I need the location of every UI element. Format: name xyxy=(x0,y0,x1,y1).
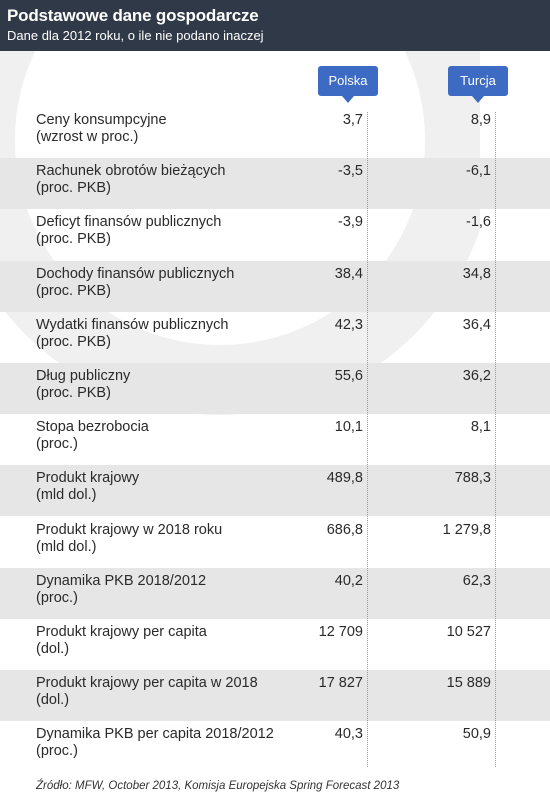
header-bar: Podstawowe dane gospodarcze Dane dla 201… xyxy=(0,0,550,51)
value-turcja: -1,6 xyxy=(466,214,491,230)
row-label-unit: (proc. PKB) xyxy=(36,385,111,401)
row-label-main: Dług publiczny xyxy=(36,368,131,384)
table-row: Dynamika PKB 2018/2012 (proc.) 40,2 62,3 xyxy=(0,568,550,619)
value-polska: -3,5 xyxy=(338,163,363,179)
table-row: Produkt krajowy w 2018 roku (mld dol.) 686… xyxy=(0,517,550,568)
value-polska: 55,6 xyxy=(334,368,363,384)
row-label: Deficyt finansów publicznych (proc. PKB) xyxy=(36,214,306,248)
value-turcja: 36,4 xyxy=(462,317,491,333)
row-label: Dochody finansów publicznych (proc. PKB) xyxy=(36,266,306,300)
table-row: Ceny konsumpcyjne (wzrost w proc.) 3,7 8,9 xyxy=(0,107,550,158)
row-label: Wydatki finansów publicznych (proc. PKB) xyxy=(36,317,306,351)
row-label-unit: (proc. PKB) xyxy=(36,334,111,350)
row-label-unit: (mld dol.) xyxy=(36,539,97,555)
source-note: Źródło: MFW, October 2013, Komisja Europ… xyxy=(36,780,400,792)
row-label: Produkt krajowy w 2018 roku (mld dol.) xyxy=(36,522,306,556)
row-label-main: Wydatki finansów publicznych xyxy=(36,317,229,333)
table-row: Produkt krajowy (mld dol.) 489,8 788,3 xyxy=(0,465,550,516)
row-label: Dynamika PKB per capita 2018/2012 (proc.) xyxy=(36,726,306,760)
row-label-unit: (dol.) xyxy=(36,641,70,657)
row-label-unit: (proc. PKB) xyxy=(36,283,111,299)
table-row: Produkt krajowy per capita (dol.) 12 709 10… xyxy=(0,619,550,670)
column-header-polska: Polska xyxy=(318,66,378,103)
row-label-unit: (proc.) xyxy=(36,743,78,759)
value-polska: -3,9 xyxy=(338,214,363,230)
row-label: Produkt krajowy per capita (dol.) xyxy=(36,624,306,658)
value-turcja: 8,1 xyxy=(470,419,491,435)
row-label-main: Dochody finansów publicznych xyxy=(36,266,235,282)
row-label-unit: (dol.) xyxy=(36,692,70,708)
value-polska: 489,8 xyxy=(326,470,363,486)
row-label-unit: (wzrost w proc.) xyxy=(36,129,139,145)
row-label: Dynamika PKB 2018/2012 (proc.) xyxy=(36,573,306,607)
value-polska: 3,7 xyxy=(342,112,363,128)
value-turcja: -6,1 xyxy=(466,163,491,179)
row-label-unit: (proc.) xyxy=(36,436,78,452)
value-turcja: 1 279,8 xyxy=(442,522,491,538)
value-polska: 38,4 xyxy=(334,266,363,282)
column-divider-turcja xyxy=(495,112,496,767)
value-polska: 17 827 xyxy=(318,675,363,691)
value-polska: 42,3 xyxy=(334,317,363,333)
row-label-main: Stopa bezrobocia xyxy=(36,419,149,435)
row-label-main: Deficyt finansów publicznych xyxy=(36,214,222,230)
table-row: Dług publiczny (proc. PKB) 55,6 36,2 xyxy=(0,363,550,414)
chart-subtitle: Dane dla 2012 roku, o ile nie podano ina… xyxy=(7,28,264,43)
table-row: Dynamika PKB per capita 2018/2012 (proc.)… xyxy=(0,721,550,772)
value-turcja: 8,9 xyxy=(470,112,491,128)
row-label: Produkt krajowy per capita w 2018 (dol.) xyxy=(36,675,306,709)
column-divider-polska xyxy=(367,112,368,767)
chart-title: Podstawowe dane gospodarcze xyxy=(7,6,259,25)
row-label-main: Produkt krajowy xyxy=(36,470,140,486)
row-label-main: Ceny konsumpcyjne xyxy=(36,112,167,128)
table-row: Rachunek obrotów bieżących (proc. PKB) -3,… xyxy=(0,158,550,209)
table-row: Produkt krajowy per capita w 2018 (dol.) 1… xyxy=(0,670,550,721)
row-label-main: Produkt krajowy w 2018 roku xyxy=(36,522,223,538)
value-turcja: 62,3 xyxy=(462,573,491,589)
row-label-unit: (proc. PKB) xyxy=(36,180,111,196)
value-turcja: 50,9 xyxy=(462,726,491,742)
value-polska: 12 709 xyxy=(318,624,363,640)
value-polska: 10,1 xyxy=(334,419,363,435)
row-label-main: Produkt krajowy per capita w 2018 xyxy=(36,675,258,691)
column-header-turcja: Turcja xyxy=(448,66,508,103)
row-label-unit: (proc. PKB) xyxy=(36,231,111,247)
value-turcja: 788,3 xyxy=(454,470,491,486)
row-label-main: Rachunek obrotów bieżących xyxy=(36,163,226,179)
row-label: Produkt krajowy (mld dol.) xyxy=(36,470,306,504)
row-label-main: Dynamika PKB 2018/2012 xyxy=(36,573,207,589)
table-row: Deficyt finansów publicznych (proc. PKB) -… xyxy=(0,209,550,260)
value-turcja: 34,8 xyxy=(462,266,491,282)
value-polska: 40,3 xyxy=(334,726,363,742)
row-label-main: Produkt krajowy per capita xyxy=(36,624,207,640)
row-label-main: Dynamika PKB per capita 2018/2012 xyxy=(36,726,274,742)
row-label: Rachunek obrotów bieżących (proc. PKB) xyxy=(36,163,306,197)
value-turcja: 10 527 xyxy=(446,624,491,640)
row-label-unit: (proc.) xyxy=(36,590,78,606)
row-label-unit: (mld dol.) xyxy=(36,487,97,503)
value-polska: 686,8 xyxy=(326,522,363,538)
value-polska: 40,2 xyxy=(334,573,363,589)
table-row: Wydatki finansów publicznych (proc. PKB) 4… xyxy=(0,312,550,363)
table-row: Dochody finansów publicznych (proc. PKB) 3… xyxy=(0,261,550,312)
value-turcja: 36,2 xyxy=(462,368,491,384)
table-row: Stopa bezrobocia (proc.) 10,1 8,1 xyxy=(0,414,550,465)
row-label: Dług publiczny (proc. PKB) xyxy=(36,368,306,402)
row-label: Stopa bezrobocia (proc.) xyxy=(36,419,306,453)
value-turcja: 15 889 xyxy=(446,675,491,691)
row-label: Ceny konsumpcyjne (wzrost w proc.) xyxy=(36,112,306,146)
